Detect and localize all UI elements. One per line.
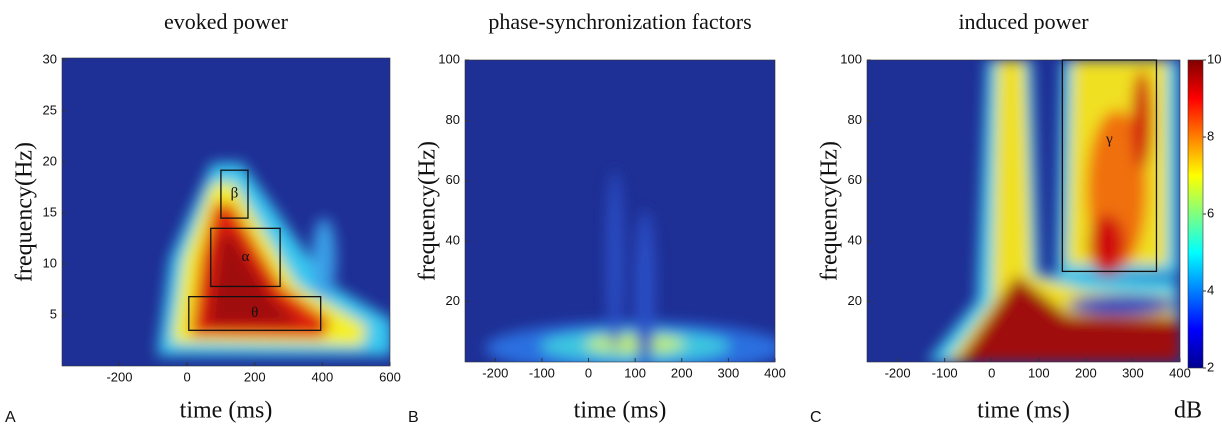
x-tick-label: 400 [1169,365,1191,380]
heatmap-pattern [157,163,390,356]
y-tick-label: 10 [43,255,57,270]
y-tick-label: 60 [446,172,460,187]
chart-title: phase-synchronization factors [488,9,751,34]
colorbar-tick-label: 6 [1207,205,1214,220]
plot-frame [464,59,776,363]
region-box [220,169,249,219]
y-axis-label: frequency(Hz) [12,142,38,282]
x-tick-label: 0 [988,365,995,380]
x-tick-label: 200 [671,365,693,380]
x-tick-label: 100 [1028,365,1050,380]
y-tick-label: 100 [438,51,460,66]
y-tick-label: 100 [840,51,862,66]
chart-title: evoked power [164,9,289,34]
x-tick-label: -200 [482,365,508,380]
x-tick-label: 400 [764,365,786,380]
heatmap [465,60,775,362]
x-tick-label: -200 [106,369,132,384]
x-axis-label: time (ms) [977,398,1070,424]
plot-frame [866,59,1181,363]
colorbar-label: dB [1174,398,1202,424]
panel: -200 -100 0 100 200 300 400 20 40 60 80 100 phase-sy… [408,9,786,426]
region-box [188,295,322,331]
x-tick-label: 300 [1122,365,1144,380]
x-tick-label: -200 [885,365,911,380]
region-label: θ [251,305,258,321]
x-tick-label: -100 [529,365,555,380]
panel-letter: B [408,409,419,426]
y-tick-label: 5 [50,306,57,321]
x-tick-label: -100 [932,365,958,380]
y-tick-label: 40 [446,233,460,248]
y-tick-label: 80 [446,112,460,127]
plot-frame [61,57,391,367]
colorbar [1187,59,1204,369]
region-label: β [231,186,239,202]
x-tick-label: 200 [244,369,266,384]
heatmap [62,58,390,366]
y-tick-label: 20 [848,293,862,308]
heat-region [947,60,1180,362]
panel: -200 -100 0 100 200 300 400 20 40 60 80 100 γ induced… [810,9,1221,426]
heat-region [585,335,685,353]
panel-letter: C [810,409,822,426]
colorbar-tick-label: 2 [1207,359,1214,374]
x-tick-label: 0 [585,365,592,380]
region-label: γ [1105,131,1113,147]
y-tick-label: 25 [43,102,57,117]
region-label: α [242,249,250,265]
heat-region [312,218,336,298]
region-box [210,227,281,288]
y-tick-label: 15 [43,204,57,219]
heatmap [867,60,1180,362]
heat-region [1089,215,1125,275]
panel: -200 0 200 400 600 5 10 15 20 25 30 β α θ evoked power… [5,9,401,426]
heatmap-pattern [927,60,1180,362]
x-axis-label: time (ms) [180,398,273,424]
heat-region [957,275,1180,362]
colorbar-tick-label: 4 [1207,282,1214,297]
chart-title: induced power [958,9,1089,34]
colorbar-tick-label: 10 [1207,51,1221,66]
y-tick-label: 30 [43,51,57,66]
y-tick-label: 60 [848,172,862,187]
x-tick-label: 600 [379,369,401,384]
y-tick-label: 40 [848,233,862,248]
x-tick-label: 300 [718,365,740,380]
heat-region [207,233,302,326]
x-tick-label: 400 [312,369,334,384]
y-tick-label: 20 [446,293,460,308]
y-axis-label: frequency(Hz) [415,141,441,281]
heat-region [1132,70,1152,170]
region-box [1061,59,1158,273]
heat-region [1067,295,1177,315]
y-tick-label: 20 [43,153,57,168]
x-axis-label: time (ms) [574,398,667,424]
x-tick-label: 0 [183,369,190,384]
y-tick-label: 80 [848,112,862,127]
panel-letter: A [5,409,16,426]
heat-region [607,170,623,350]
heat-region [927,60,1180,362]
heat-region [635,210,655,362]
x-tick-label: 100 [624,365,646,380]
x-tick-label: 200 [1075,365,1097,380]
heatmap-pattern [485,170,775,362]
y-axis-label: frequency(Hz) [817,141,843,281]
colorbar-tick-label: 8 [1207,128,1214,143]
